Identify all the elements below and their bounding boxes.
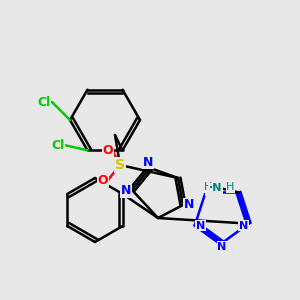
Text: ·N: ·N <box>209 183 222 193</box>
Text: N: N <box>143 155 153 169</box>
Text: O: O <box>103 143 113 157</box>
Text: N: N <box>239 221 248 231</box>
Text: H: H <box>204 182 213 192</box>
Text: Cl: Cl <box>51 139 64 152</box>
Text: Cl: Cl <box>38 95 51 109</box>
Text: N: N <box>121 184 131 197</box>
Text: H: H <box>226 182 235 192</box>
Text: N: N <box>218 242 226 252</box>
Text: N: N <box>206 185 215 195</box>
Text: N: N <box>184 199 194 212</box>
Text: N: N <box>196 221 205 231</box>
Text: S: S <box>115 158 125 172</box>
Text: O: O <box>98 173 108 187</box>
